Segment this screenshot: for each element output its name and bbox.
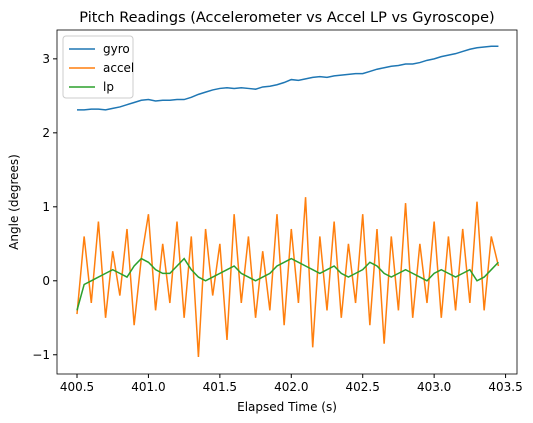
legend-label: lp (103, 80, 114, 94)
x-tick-label: 401.5 (203, 380, 237, 394)
legend-box (62, 35, 134, 99)
legend: gyro accel lp (62, 35, 134, 99)
legend-label: gyro (103, 42, 130, 56)
y-tick-label: 0 (42, 274, 50, 288)
series-line (76, 197, 500, 358)
series-line (77, 45, 499, 111)
y-tick-label: 1 (42, 200, 50, 214)
plot-frame (56, 29, 518, 375)
y-tick-label: 2 (42, 126, 50, 140)
x-tick-label: 402.5 (346, 380, 380, 394)
y-axis-label: Angle (degrees) (7, 154, 21, 250)
legend-label: accel (103, 61, 134, 75)
x-tick-label: 402.0 (274, 380, 308, 394)
chart-title: Pitch Readings (Accelerometer vs Accel L… (79, 10, 494, 26)
y-tick-label: 3 (42, 52, 50, 66)
x-tick-label: 401.0 (131, 380, 165, 394)
x-axis-label: Elapsed Time (s) (237, 400, 337, 414)
x-tick-label: 403.5 (488, 380, 522, 394)
x-tick-label: 403.0 (417, 380, 451, 394)
x-tick-label: 400.5 (60, 380, 94, 394)
y-tick-label: −1 (32, 348, 50, 362)
series-line (76, 257, 499, 311)
